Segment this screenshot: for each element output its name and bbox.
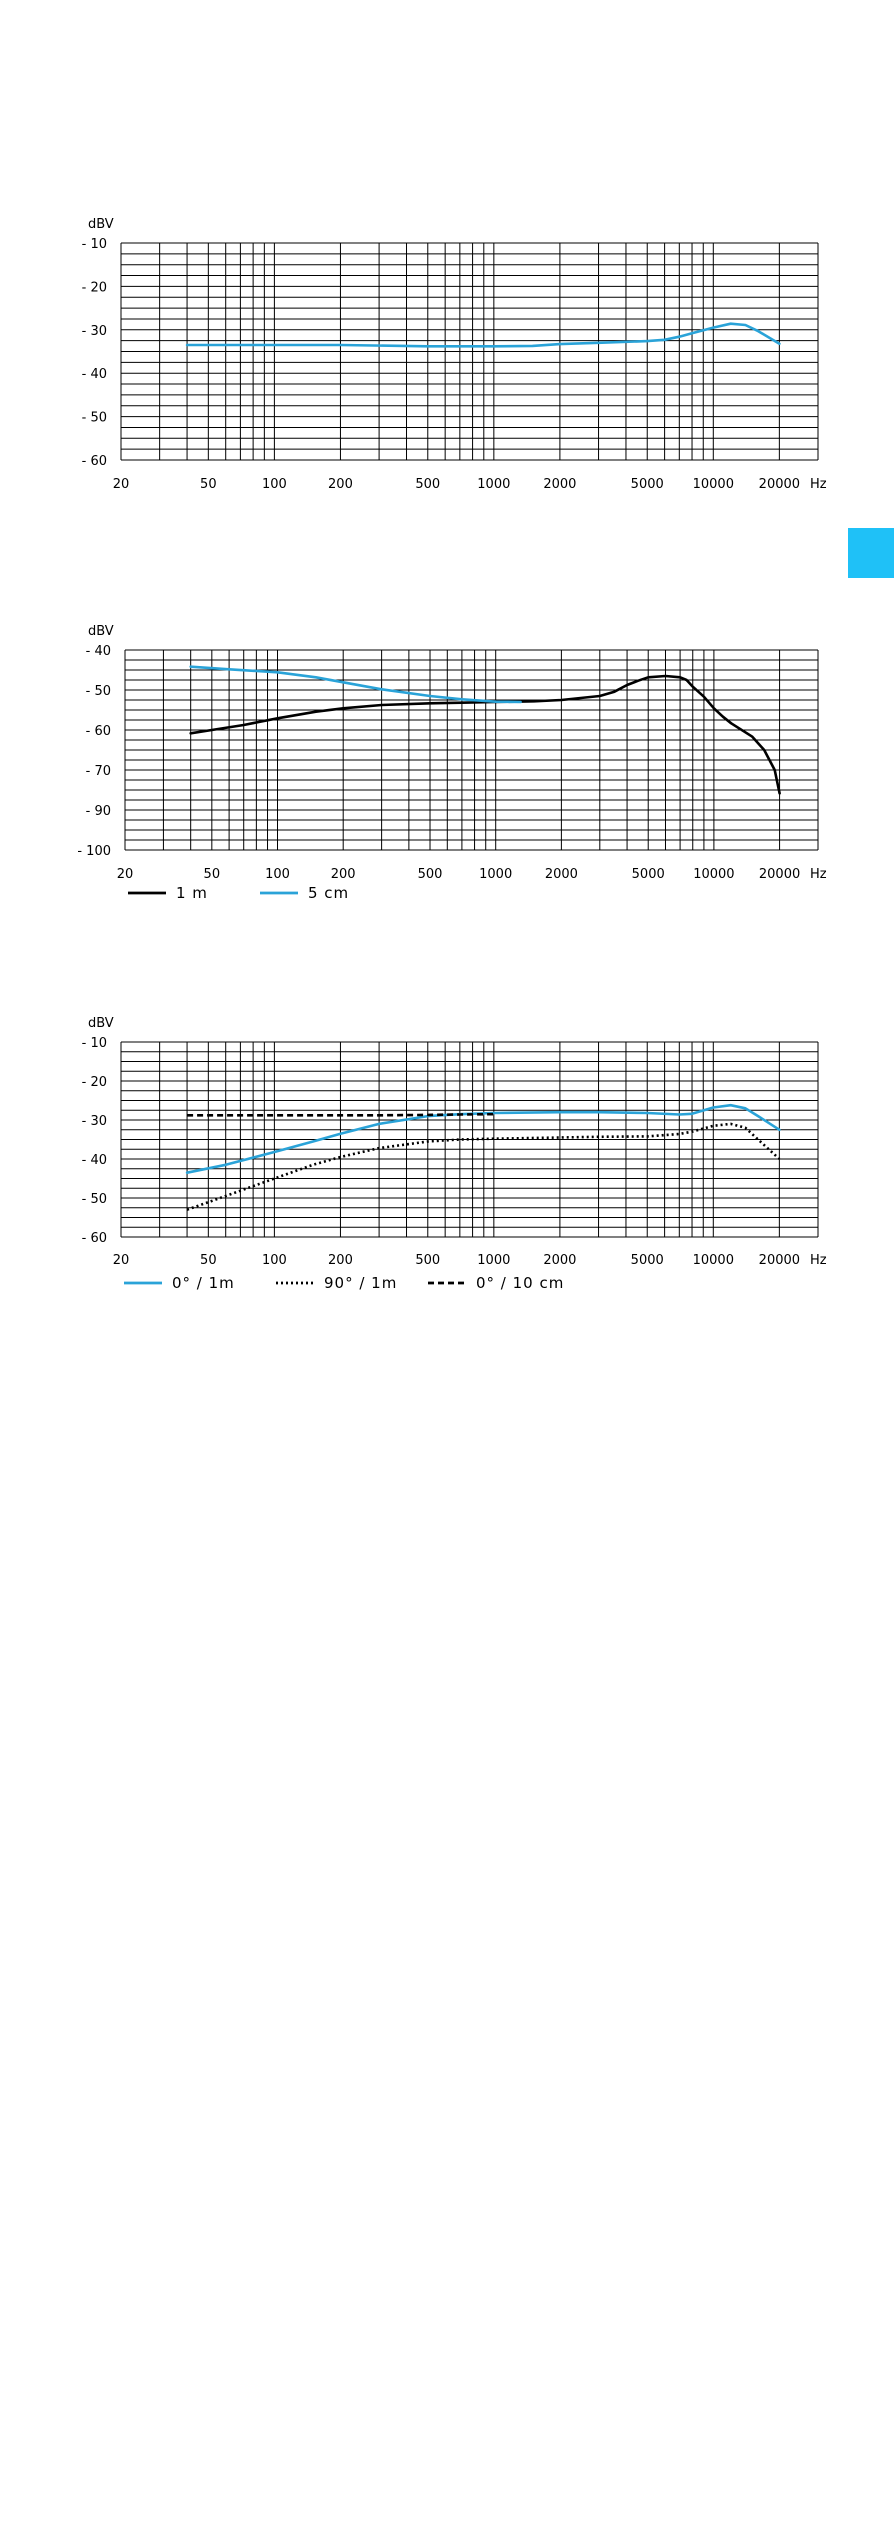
x-tick-label: 5000 — [631, 1253, 664, 1268]
x-tick-label: 50 — [200, 477, 217, 492]
x-tick-label: 1000 — [477, 477, 510, 492]
x-tick-label: 50 — [200, 1253, 217, 1268]
grid — [120, 242, 819, 461]
x-tick-label: 5000 — [632, 867, 665, 882]
series-line-0 — [189, 674, 781, 795]
series-line-0 — [185, 322, 781, 348]
x-tick-label: 10000 — [693, 477, 734, 492]
x-axis-unit: Hz — [810, 477, 827, 492]
x-tick-label: 20000 — [759, 477, 800, 492]
y-tick-label: - 50 — [82, 411, 107, 426]
legend-label: 0° / 1m — [172, 1274, 235, 1292]
legend: 0° / 1m 90° / 1m 0° / 10 cm — [124, 1274, 564, 1292]
x-tick-label: 10000 — [693, 1253, 734, 1268]
x-tick-label: 1000 — [479, 867, 512, 882]
y-tick-label: - 20 — [82, 1075, 107, 1090]
x-tick-label: 1000 — [477, 1253, 510, 1268]
y-tick-label: - 100 — [77, 844, 111, 859]
x-tick-label: 200 — [328, 477, 353, 492]
tab-marker-shape — [848, 528, 894, 578]
x-tick-label: 5000 — [631, 477, 664, 492]
y-tick-label: - 60 — [86, 724, 111, 739]
page-tab-marker — [848, 528, 894, 578]
grid — [124, 649, 819, 851]
grid — [120, 1041, 819, 1238]
y-tick-label: - 20 — [82, 280, 107, 295]
x-tick-label: 20 — [117, 867, 134, 882]
x-tick-label: 2000 — [545, 867, 578, 882]
x-tick-label: 200 — [328, 1253, 353, 1268]
y-tick-label: - 30 — [82, 1114, 107, 1129]
y-axis-label: dBV — [88, 217, 114, 232]
y-tick-label: - 50 — [82, 1192, 107, 1207]
x-tick-label: 2000 — [543, 1253, 576, 1268]
legend-label: 5 cm — [308, 884, 349, 902]
x-tick-label: 2000 — [543, 477, 576, 492]
x-tick-label: 20 — [113, 477, 130, 492]
legend-label: 1 m — [176, 884, 208, 902]
y-tick-label: - 60 — [82, 1231, 107, 1246]
y-tick-label: - 70 — [86, 764, 111, 779]
series-line-1 — [186, 1122, 781, 1211]
x-tick-label: 100 — [262, 477, 287, 492]
legend: 1 m 5 cm — [128, 884, 349, 902]
x-tick-label: 20000 — [759, 1253, 800, 1268]
y-axis-label: dBV — [88, 1016, 114, 1031]
x-tick-label: 200 — [331, 867, 356, 882]
x-tick-label: 100 — [265, 867, 290, 882]
legend-label: 0° / 10 cm — [476, 1274, 564, 1292]
y-tick-label: - 10 — [82, 1036, 107, 1051]
x-tick-label: 500 — [415, 477, 440, 492]
x-tick-label: 20000 — [759, 867, 800, 882]
x-tick-label: 500 — [415, 1253, 440, 1268]
y-tick-label: - 50 — [86, 684, 111, 699]
y-tick-label: - 40 — [82, 367, 107, 382]
series-line-0 — [185, 1103, 781, 1174]
x-tick-label: 500 — [418, 867, 443, 882]
y-tick-label: - 40 — [82, 1153, 107, 1168]
x-tick-label: 50 — [204, 867, 221, 882]
y-tick-label: - 90 — [86, 804, 111, 819]
y-tick-label: - 40 — [86, 644, 111, 659]
legend-label: 90° / 1m — [324, 1274, 397, 1292]
tab-marker-rect — [848, 528, 894, 578]
series-line-1 — [189, 665, 522, 704]
x-tick-label: 10000 — [693, 867, 734, 882]
y-axis-label: dBV — [88, 624, 114, 639]
y-tick-label: - 60 — [82, 454, 107, 469]
y-tick-label: - 10 — [82, 237, 107, 252]
x-tick-label: 100 — [262, 1253, 287, 1268]
x-axis-unit: Hz — [810, 867, 827, 882]
y-tick-label: - 30 — [82, 324, 107, 339]
x-axis-unit: Hz — [810, 1253, 827, 1268]
x-tick-label: 20 — [113, 1253, 130, 1268]
series-line-2 — [187, 1112, 494, 1117]
